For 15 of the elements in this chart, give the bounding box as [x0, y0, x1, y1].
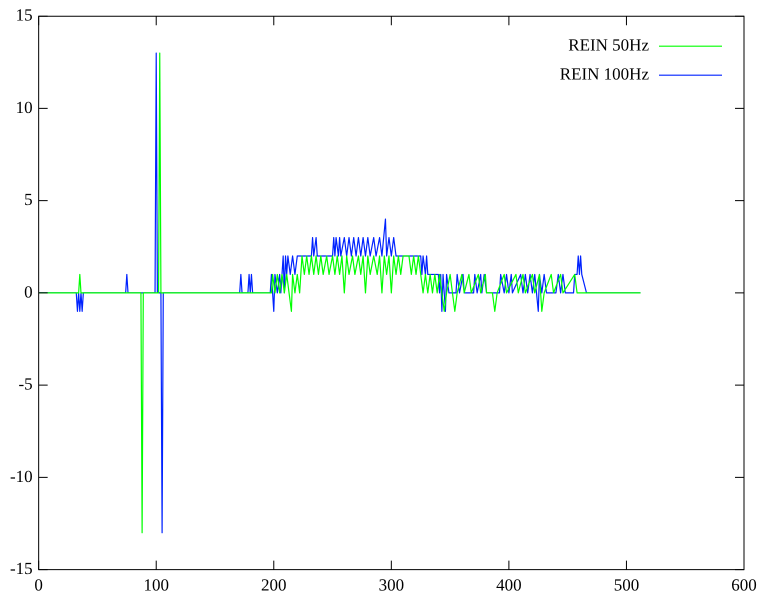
x-tick-label: 100	[143, 575, 169, 594]
y-tick-label: 10	[16, 98, 33, 117]
x-tick-label: 300	[378, 575, 404, 594]
legend-label: REIN 100Hz	[560, 64, 650, 84]
y-tick-label: 15	[16, 6, 33, 25]
y-tick-label: 5	[24, 190, 33, 210]
y-tick-label: 0	[24, 282, 33, 302]
x-tick-label: 500	[614, 575, 640, 594]
y-tick-label: -15	[10, 559, 33, 578]
y-tick-label: -5	[18, 374, 33, 394]
legend-label: REIN 50Hz	[568, 36, 650, 55]
y-tick-label: -10	[10, 466, 33, 486]
x-tick-label: 200	[261, 575, 287, 594]
x-tick-label: 400	[496, 575, 522, 594]
x-tick-label: 600	[731, 575, 757, 594]
